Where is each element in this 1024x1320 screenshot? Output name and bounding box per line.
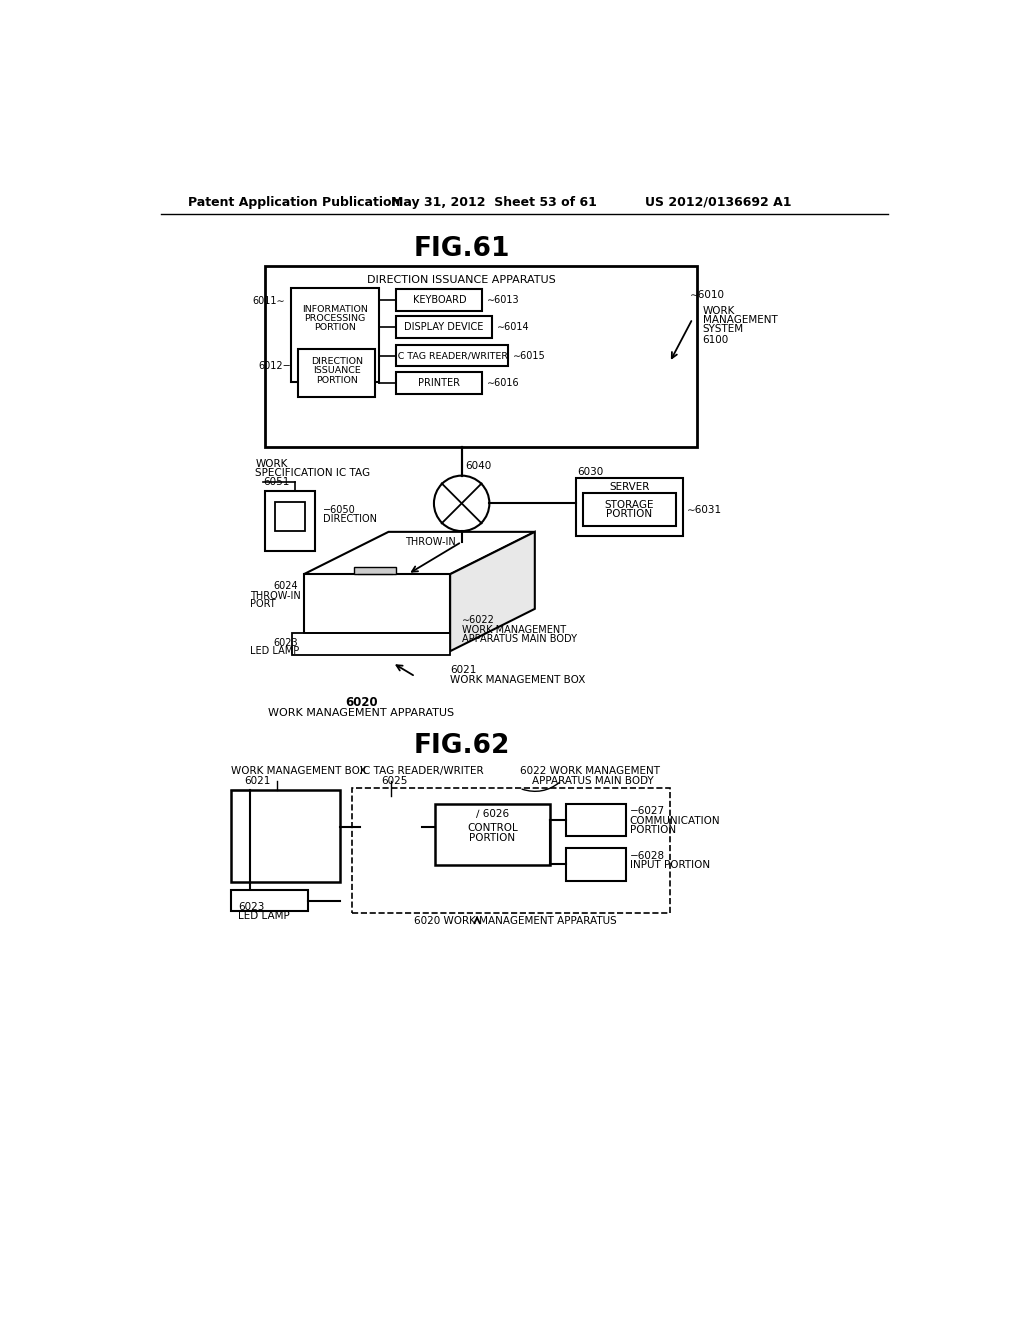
Text: Patent Application Publication: Patent Application Publication	[188, 195, 400, 209]
Text: 6021: 6021	[245, 776, 271, 785]
Bar	[265, 267, 696, 447]
Text: US 2012/0136692 A1: US 2012/0136692 A1	[645, 195, 792, 209]
Bar	[292, 634, 451, 655]
Text: 6011∼: 6011∼	[252, 296, 285, 306]
Text: FIG.61: FIG.61	[414, 236, 510, 263]
Text: STORAGE: STORAGE	[605, 500, 654, 510]
Text: 6030: 6030	[578, 467, 603, 477]
Text: ∼6013: ∼6013	[487, 296, 520, 305]
Bar	[565, 804, 626, 836]
Text: 6100: 6100	[702, 335, 729, 345]
Bar	[360, 796, 422, 858]
Text: ∼6022: ∼6022	[462, 615, 495, 626]
Text: PORTION: PORTION	[313, 323, 355, 333]
Bar	[396, 372, 482, 395]
Text: 6024: 6024	[273, 581, 298, 591]
Text: ∕ 6026: ∕ 6026	[476, 808, 509, 818]
Text: WORK MANAGEMENT BOX: WORK MANAGEMENT BOX	[230, 767, 366, 776]
Text: DISPLAY DEVICE: DISPLAY DEVICE	[404, 322, 483, 333]
Text: 6020 WORK MANAGEMENT APPARATUS: 6020 WORK MANAGEMENT APPARATUS	[414, 916, 616, 925]
Text: WORK MANAGEMENT APPARATUS: WORK MANAGEMENT APPARATUS	[268, 708, 455, 718]
Text: 6012−: 6012−	[258, 362, 291, 371]
Text: APPARATUS MAIN BODY: APPARATUS MAIN BODY	[462, 634, 577, 644]
Bar	[584, 494, 676, 525]
Bar	[396, 317, 493, 338]
Text: ISSUANCE: ISSUANCE	[313, 367, 360, 375]
Text: IC TAG READER/WRITER: IC TAG READER/WRITER	[360, 767, 483, 776]
Text: PRINTER: PRINTER	[419, 379, 461, 388]
Text: 6040: 6040	[466, 462, 492, 471]
Text: −6050: −6050	[323, 504, 355, 515]
Text: SERVER: SERVER	[609, 482, 649, 492]
Text: ∼6014: ∼6014	[497, 322, 529, 333]
Text: DIRECTION: DIRECTION	[323, 513, 377, 524]
Bar	[435, 804, 550, 866]
Text: THROW-IN: THROW-IN	[250, 591, 301, 601]
Bar	[275, 502, 304, 531]
Text: ∼6031: ∼6031	[687, 504, 722, 515]
Polygon shape	[304, 532, 535, 574]
Text: PORTION: PORTION	[469, 833, 515, 842]
Text: IC TAG READER/WRITER: IC TAG READER/WRITER	[395, 351, 508, 360]
Bar	[230, 789, 340, 882]
Text: LED LAMP: LED LAMP	[239, 911, 290, 921]
Text: May 31, 2012  Sheet 53 of 61: May 31, 2012 Sheet 53 of 61	[391, 195, 597, 209]
Text: KEYBOARD: KEYBOARD	[413, 296, 466, 305]
Text: WORK MANAGEMENT: WORK MANAGEMENT	[462, 624, 566, 635]
Text: ∼6010: ∼6010	[690, 290, 725, 301]
Text: DIRECTION: DIRECTION	[311, 358, 362, 366]
Text: APPARATUS MAIN BODY: APPARATUS MAIN BODY	[531, 776, 653, 785]
Text: INPUT PORTION: INPUT PORTION	[630, 861, 710, 870]
Text: LED LAMP: LED LAMP	[250, 647, 299, 656]
Bar	[304, 574, 451, 651]
Text: WORK: WORK	[255, 459, 288, 469]
Text: −6027: −6027	[630, 807, 665, 816]
Text: COMMUNICATION: COMMUNICATION	[630, 816, 720, 825]
Text: PORTION: PORTION	[630, 825, 676, 834]
Text: 6021: 6021	[451, 665, 476, 676]
Bar	[291, 288, 379, 381]
Text: ∼6016: ∼6016	[487, 379, 520, 388]
Bar	[396, 289, 482, 312]
Text: THROW-IN: THROW-IN	[406, 537, 457, 546]
Bar	[575, 478, 683, 536]
Text: SYSTEM: SYSTEM	[702, 325, 743, 334]
Text: WORK MANAGEMENT BOX: WORK MANAGEMENT BOX	[451, 675, 586, 685]
Bar	[265, 491, 315, 552]
Text: ∼6015: ∼6015	[512, 351, 545, 360]
Bar	[565, 849, 626, 880]
Text: PORT: PORT	[250, 599, 275, 610]
Text: MANAGEMENT: MANAGEMENT	[702, 315, 777, 325]
Text: 6023: 6023	[239, 902, 265, 912]
Text: 6020: 6020	[345, 696, 378, 709]
Text: DIRECTION ISSUANCE APPARATUS: DIRECTION ISSUANCE APPARATUS	[368, 275, 556, 285]
Bar	[351, 788, 670, 913]
Text: 6023: 6023	[273, 639, 298, 648]
Text: CONTROL: CONTROL	[467, 824, 518, 833]
Text: 6051: 6051	[263, 477, 290, 487]
Bar	[298, 350, 376, 397]
Text: 6022 WORK MANAGEMENT: 6022 WORK MANAGEMENT	[520, 767, 660, 776]
Polygon shape	[354, 566, 396, 574]
Text: SPECIFICATION IC TAG: SPECIFICATION IC TAG	[255, 467, 371, 478]
Text: PROCESSING: PROCESSING	[304, 314, 366, 323]
Text: 6025: 6025	[382, 776, 408, 785]
Bar	[230, 890, 307, 911]
Text: WORK: WORK	[702, 306, 735, 315]
Text: FIG.62: FIG.62	[414, 733, 510, 759]
Text: INFORMATION: INFORMATION	[302, 305, 368, 314]
Text: PORTION: PORTION	[606, 510, 652, 519]
Text: PORTION: PORTION	[316, 376, 357, 384]
Bar	[396, 345, 508, 367]
Polygon shape	[451, 532, 535, 651]
Text: −6028: −6028	[630, 851, 665, 861]
